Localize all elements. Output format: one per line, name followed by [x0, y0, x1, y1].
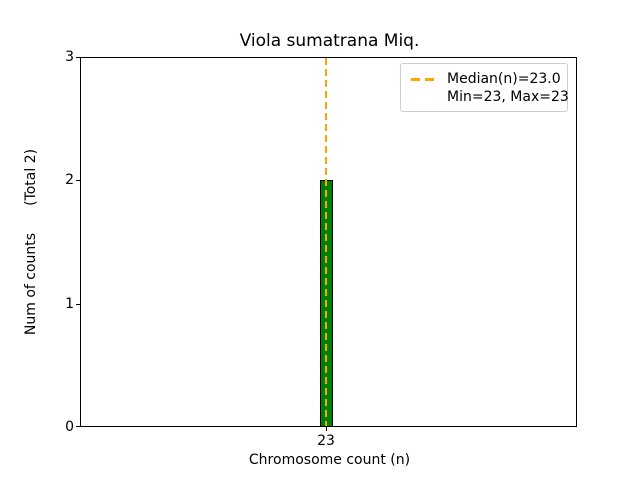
y-axis-label: Num of counts (Total 2)	[23, 149, 39, 335]
chart-title: Viola sumatrana Miq.	[239, 31, 420, 51]
y-axis-total-annotation: (Total 2)	[23, 148, 39, 206]
y-tick-mark-0	[76, 426, 80, 427]
legend-label-median: Median(n)=23.0	[447, 71, 561, 87]
x-axis-label: Chromosome count (n)	[248, 452, 411, 468]
y-tick-mark-1	[76, 304, 80, 305]
y-tick-label-0: 0	[65, 419, 74, 435]
legend-entry-minmax: Min=23, Max=23	[411, 88, 569, 106]
dashed-line-icon	[411, 77, 438, 81]
x-tick-label-23: 23	[317, 433, 335, 449]
legend-entry-median: Median(n)=23.0	[411, 70, 561, 88]
y-axis-label-text: Num of counts	[23, 232, 39, 336]
legend: Median(n)=23.0 Min=23, Max=23	[400, 63, 569, 112]
y-tick-mark-2	[76, 180, 80, 181]
blank-handle-icon	[411, 96, 438, 99]
y-tick-mark-3	[76, 57, 80, 58]
median-line	[324, 58, 328, 426]
y-tick-label-1: 1	[65, 296, 74, 312]
y-tick-label-3: 3	[65, 49, 74, 65]
x-tick-mark-23	[325, 427, 327, 431]
y-tick-label-2: 2	[65, 172, 74, 188]
legend-label-minmax: Min=23, Max=23	[447, 89, 569, 105]
plot-area: Median(n)=23.0 Min=23, Max=23	[80, 57, 577, 427]
